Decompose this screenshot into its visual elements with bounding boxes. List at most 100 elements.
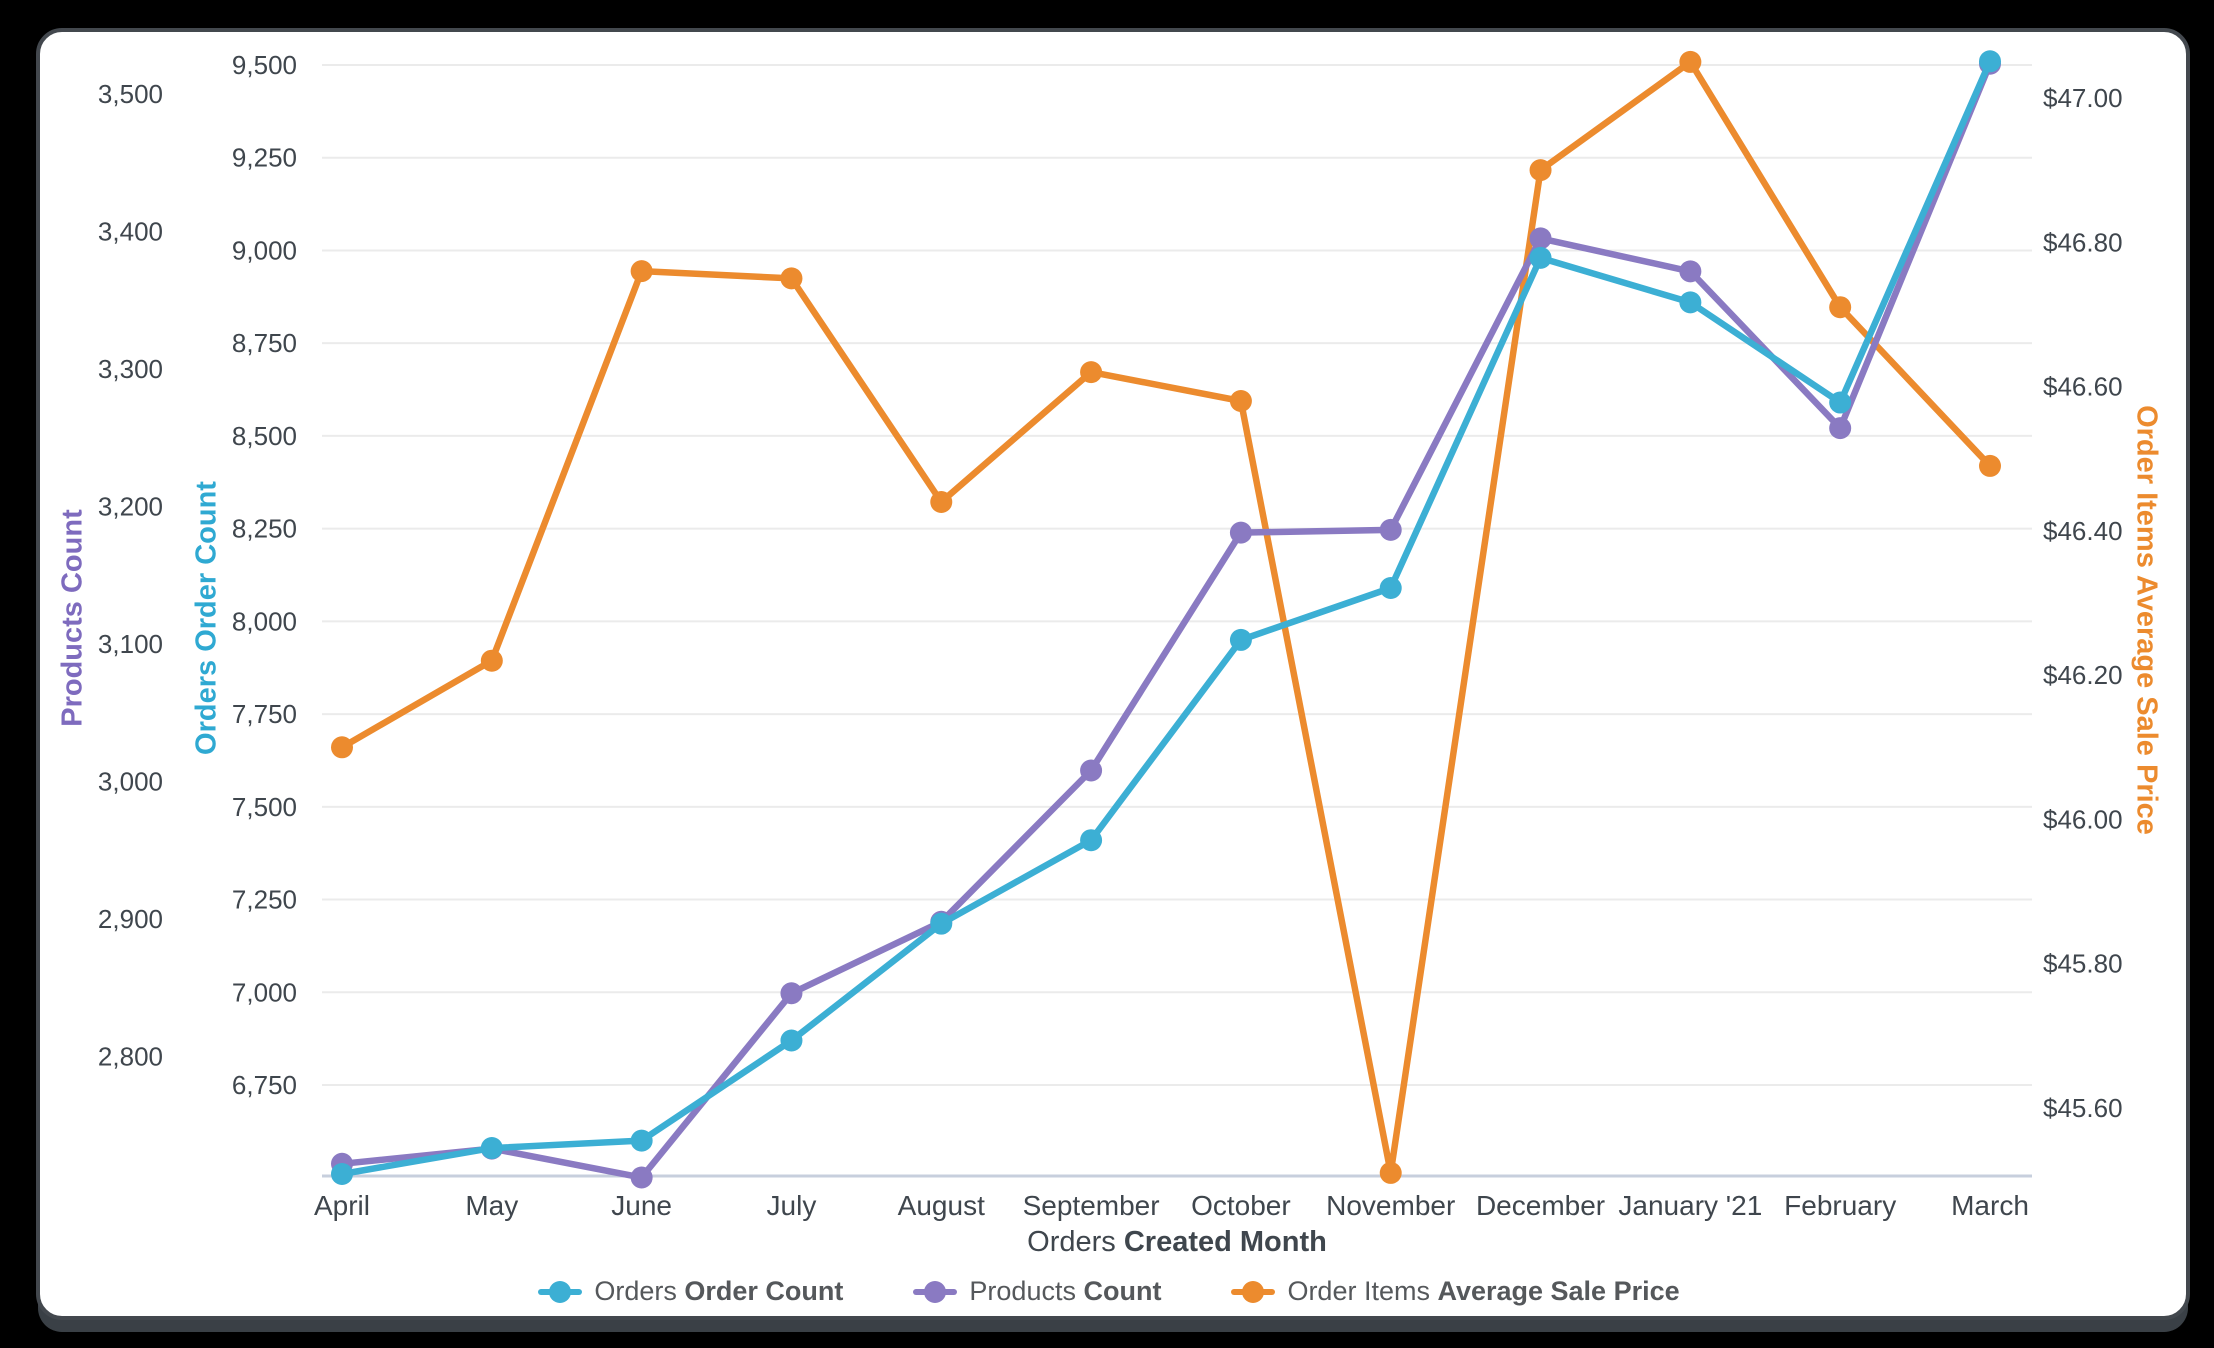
x-tick-label: January '21 (1618, 1190, 1762, 1221)
x-axis-title: Orders Created Month (322, 1226, 2032, 1259)
legend-label: Order Items Average Sale Price (1287, 1276, 1679, 1307)
y-tick-label-products: 3,300 (98, 354, 163, 384)
legend-label-bold: Count (1083, 1276, 1162, 1306)
legend-label-bold: Average Sale Price (1437, 1276, 1680, 1306)
y-tick-label-price: $46.60 (2043, 372, 2123, 402)
y-tick-label-orders: 9,000 (232, 235, 297, 265)
y-tick-label-price: $46.00 (2043, 804, 2123, 834)
y-tick-label-orders: 9,250 (232, 143, 297, 173)
data-point-order-items-average-sale-price[interactable] (930, 491, 953, 513)
x-tick-label: April (314, 1190, 370, 1221)
data-point-orders-order-count[interactable] (331, 1163, 353, 1186)
y-tick-label-orders: 7,000 (232, 977, 297, 1007)
chart-card (36, 28, 2190, 1320)
data-point-orders-order-count[interactable] (930, 912, 953, 935)
x-tick-label: February (1784, 1190, 1896, 1221)
y-tick-label-orders: 8,750 (232, 328, 297, 358)
y-tick-label-products: 3,500 (98, 79, 163, 109)
x-tick-label: June (611, 1190, 672, 1221)
data-point-products-count[interactable] (630, 1166, 653, 1189)
series-line-orders-order-count (338, 58, 1994, 1178)
legend-label-normal: Products (969, 1276, 1084, 1306)
y-tick-label-price: $46.40 (2043, 516, 2123, 546)
series-line-products-count (338, 60, 1994, 1181)
x-tick-label: November (1326, 1190, 1455, 1221)
chart-legend: Orders Order Count Products Count Order … (36, 1276, 2182, 1307)
data-point-order-items-average-sale-price[interactable] (480, 649, 503, 672)
legend-label: Orders Order Count (594, 1276, 843, 1307)
y-tick-label-price: $46.20 (2043, 660, 2123, 690)
x-tick-label: December (1476, 1190, 1605, 1221)
y-axis-title-average-sale-price: Order Items Average Sale Price (2130, 405, 2163, 835)
data-point-orders-order-count[interactable] (1080, 829, 1103, 852)
y-tick-label-orders: 8,000 (232, 606, 297, 636)
y-tick-label-orders: 7,750 (232, 699, 297, 729)
data-point-orders-order-count[interactable] (1829, 391, 1852, 414)
legend-label-normal: Order Items (1287, 1276, 1438, 1306)
data-point-products-count[interactable] (1379, 518, 1402, 541)
data-point-products-count[interactable] (1229, 521, 1252, 544)
data-point-order-items-average-sale-price[interactable] (1529, 159, 1552, 182)
data-point-order-items-average-sale-price[interactable] (1829, 296, 1852, 319)
y-tick-label-products: 3,100 (98, 629, 163, 659)
legend-item-products-count[interactable]: Products Count (913, 1276, 1161, 1307)
y-tick-label-products: 3,000 (98, 767, 163, 797)
y-tick-label-orders: 7,500 (232, 792, 297, 822)
data-point-orders-order-count[interactable] (1379, 576, 1402, 599)
data-point-order-items-average-sale-price[interactable] (331, 736, 353, 759)
legend-marker-icon (538, 1280, 583, 1304)
data-point-orders-order-count[interactable] (1229, 628, 1252, 651)
y-tick-label-products: 3,400 (98, 217, 163, 247)
y-tick-label-orders: 6,750 (232, 1070, 297, 1100)
legend-marker-icon (1231, 1280, 1276, 1304)
data-point-products-count[interactable] (780, 982, 803, 1005)
x-axis-title-bold: Created Month (1123, 1226, 1327, 1258)
legend-item-average-sale-price[interactable]: Order Items Average Sale Price (1231, 1276, 1680, 1307)
data-point-orders-order-count[interactable] (1979, 50, 2001, 73)
data-point-order-items-average-sale-price[interactable] (1979, 454, 2001, 477)
data-point-products-count[interactable] (1679, 260, 1702, 283)
x-tick-label: August (898, 1190, 985, 1221)
x-tick-label: May (465, 1190, 518, 1221)
x-tick-label: March (1951, 1190, 2029, 1221)
data-point-order-items-average-sale-price[interactable] (1379, 1161, 1402, 1184)
y-tick-label-orders: 9,500 (232, 50, 297, 80)
legend-label-bold: Order Count (684, 1276, 844, 1306)
legend-label-normal: Orders (594, 1276, 685, 1306)
legend-item-orders-order-count[interactable]: Orders Order Count (538, 1276, 843, 1307)
data-point-products-count[interactable] (1529, 227, 1552, 250)
y-tick-label-orders: 7,250 (232, 885, 297, 915)
y-axis-title-orders-order-count: Orders Order Count (190, 481, 223, 755)
data-point-orders-order-count[interactable] (780, 1029, 803, 1052)
data-point-order-items-average-sale-price[interactable] (780, 267, 803, 290)
y-tick-label-products: 2,800 (98, 1042, 163, 1072)
y-tick-label-price: $45.80 (2043, 949, 2123, 979)
y-tick-label-price: $45.60 (2043, 1093, 2123, 1123)
y-axis-title-products-count: Products Count (56, 509, 89, 727)
data-point-orders-order-count[interactable] (1529, 246, 1552, 269)
data-point-order-items-average-sale-price[interactable] (630, 260, 653, 283)
x-axis-title-normal: Orders (1027, 1226, 1124, 1258)
series-line-order-items-average-sale-price (338, 58, 1994, 1177)
data-point-orders-order-count[interactable] (1679, 291, 1702, 314)
y-tick-label-price: $47.00 (2043, 83, 2123, 113)
x-tick-label: July (767, 1190, 817, 1221)
legend-label: Products Count (969, 1276, 1161, 1307)
legend-marker-icon (913, 1280, 958, 1304)
x-tick-label: September (1023, 1190, 1160, 1221)
y-tick-label-products: 2,900 (98, 904, 163, 934)
y-tick-label-orders: 8,250 (232, 514, 297, 544)
data-point-products-count[interactable] (1829, 417, 1852, 440)
data-point-orders-order-count[interactable] (630, 1129, 653, 1152)
data-point-order-items-average-sale-price[interactable] (1080, 361, 1103, 384)
data-point-orders-order-count[interactable] (480, 1137, 503, 1160)
y-tick-label-orders: 8,500 (232, 421, 297, 451)
x-tick-label: October (1191, 1190, 1291, 1221)
data-point-order-items-average-sale-price[interactable] (1679, 50, 1702, 73)
y-tick-label-price: $46.80 (2043, 227, 2123, 257)
data-point-products-count[interactable] (1080, 759, 1103, 782)
y-tick-label-products: 3,200 (98, 492, 163, 522)
data-point-order-items-average-sale-price[interactable] (1229, 390, 1252, 412)
